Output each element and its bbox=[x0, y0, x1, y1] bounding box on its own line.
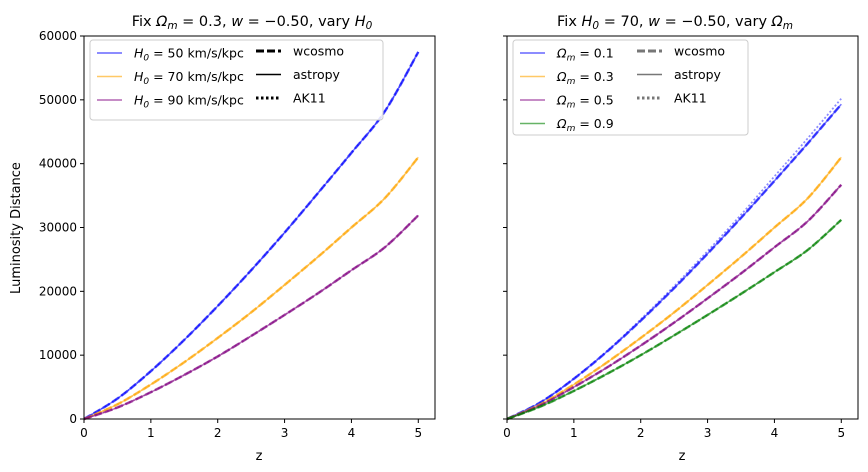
series-line-astropy-2 bbox=[506, 184, 842, 420]
series-line-astropy-3 bbox=[506, 219, 842, 420]
y-tick-label: 0 bbox=[69, 412, 77, 426]
x-tick-label: 5 bbox=[837, 426, 845, 440]
series-line-wcosmo-0 bbox=[83, 51, 420, 421]
right-x-axis-label: z bbox=[679, 449, 686, 464]
left-chart-title: Fix Ωm = 0.3, w = −0.50, vary H0 bbox=[132, 14, 373, 32]
y-tick-label: 20000 bbox=[39, 284, 77, 298]
x-tick-label: 2 bbox=[214, 426, 222, 440]
right-legend-frame bbox=[512, 39, 749, 136]
right-y-axis-ticks bbox=[503, 35, 507, 420]
y-tick-label: 60000 bbox=[39, 29, 77, 43]
x-tick-label: 3 bbox=[281, 426, 289, 440]
right-plot-area bbox=[506, 97, 843, 421]
legend-style-label-wcosmo: wcosmo bbox=[674, 44, 725, 59]
right-chart-legend: Ωm = 0.1 Ωm = 0.3 Ωm = 0.5 Ωm = 0.9 wcosmo as… bbox=[512, 39, 749, 136]
legend-style-label-astropy: astropy bbox=[674, 67, 722, 82]
right-chart-title: Fix H0 = 70, w = −0.50, vary Ωm bbox=[557, 14, 793, 32]
right-chart-panel: Fix H0 = 70, w = −0.50, vary Ωm 0 1 2 3 4 5 z… bbox=[503, 14, 859, 464]
legend-label-3: Ωm = 0.9 bbox=[556, 116, 614, 134]
legend-label-1: Ωm = 0.3 bbox=[556, 69, 614, 87]
legend-label-0: Ωm = 0.1 bbox=[556, 46, 614, 64]
series-line-ak11-3 bbox=[506, 219, 842, 420]
series-line-ak11-2 bbox=[83, 214, 419, 420]
x-tick-label: 4 bbox=[348, 426, 356, 440]
series-line-ak11-2 bbox=[506, 184, 842, 420]
series-line-wcosmo-1 bbox=[83, 156, 420, 421]
x-tick-label: 1 bbox=[570, 426, 578, 440]
left-x-axis-ticks: 0 1 2 3 4 5 bbox=[80, 419, 422, 440]
legend-label-2: H0 = 90 km/s/kpc bbox=[134, 93, 244, 111]
x-tick-label: 0 bbox=[503, 426, 511, 440]
left-chart-legend: H0 = 50 km/s/kpc H0 = 70 km/s/kpc H0 = 90 … bbox=[89, 39, 384, 121]
legend-style-label-wcosmo: wcosmo bbox=[293, 44, 344, 59]
series-line-wcosmo-2 bbox=[83, 214, 420, 421]
left-y-axis-ticks: 0 10000 20000 30000 40000 50000 60000 bbox=[39, 29, 84, 426]
left-legend-frame bbox=[89, 39, 384, 121]
y-tick-label: 40000 bbox=[39, 157, 77, 171]
x-tick-label: 3 bbox=[704, 426, 712, 440]
series-line-ak11-1 bbox=[83, 156, 419, 420]
legend-label-0: H0 = 50 km/s/kpc bbox=[134, 46, 244, 64]
legend-style-label-AK11: AK11 bbox=[293, 91, 326, 106]
y-tick-label: 50000 bbox=[39, 93, 77, 107]
right-x-axis-ticks: 0 1 2 3 4 5 bbox=[503, 419, 845, 440]
legend-label-1: H0 = 70 km/s/kpc bbox=[134, 69, 244, 87]
legend-style-label-AK11: AK11 bbox=[674, 91, 707, 106]
x-tick-label: 5 bbox=[414, 426, 422, 440]
legend-style-label-astropy: astropy bbox=[293, 67, 341, 82]
series-line-astropy-1 bbox=[83, 156, 419, 420]
x-tick-label: 4 bbox=[771, 426, 779, 440]
x-tick-label: 0 bbox=[80, 426, 88, 440]
series-line-wcosmo-1 bbox=[506, 156, 843, 421]
x-tick-label: 1 bbox=[147, 426, 155, 440]
series-line-ak11-0 bbox=[83, 51, 420, 420]
x-tick-label: 2 bbox=[637, 426, 645, 440]
left-x-axis-label: z bbox=[256, 449, 263, 464]
y-tick-label: 10000 bbox=[39, 348, 77, 362]
series-line-astropy-2 bbox=[83, 214, 419, 420]
left-y-axis-label: Luminosity Distance bbox=[9, 162, 24, 294]
series-line-wcosmo-2 bbox=[506, 183, 843, 421]
series-line-wcosmo-0 bbox=[506, 103, 843, 421]
series-line-ak11-0 bbox=[506, 97, 842, 420]
y-tick-label: 30000 bbox=[39, 221, 77, 235]
legend-label-2: Ωm = 0.5 bbox=[556, 93, 614, 111]
series-line-wcosmo-3 bbox=[506, 218, 843, 421]
left-plot-area bbox=[83, 51, 420, 421]
